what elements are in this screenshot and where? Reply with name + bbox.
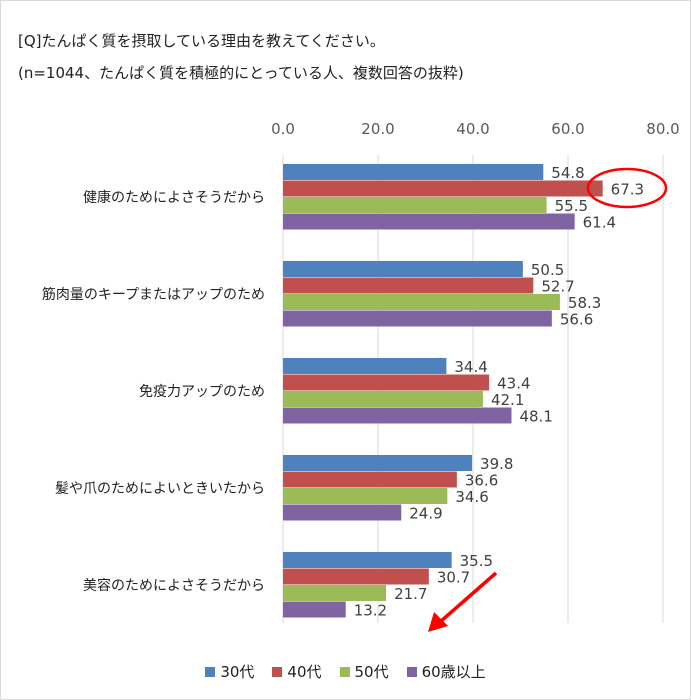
bar-30代 bbox=[283, 552, 452, 568]
bar-50代 bbox=[283, 488, 448, 504]
bar-50代 bbox=[283, 585, 387, 601]
data-label: 54.8 bbox=[551, 164, 584, 182]
data-label: 67.3 bbox=[611, 181, 644, 199]
data-label: 24.9 bbox=[409, 505, 442, 523]
data-label: 30.7 bbox=[437, 569, 470, 587]
legend-label: 50代 bbox=[354, 663, 389, 681]
chart-subtitle: (n=1044、たんぱく質を積極的にとっている人、複数回答の抜粋) bbox=[18, 64, 464, 82]
data-label: 55.5 bbox=[555, 197, 588, 215]
data-label: 34.6 bbox=[455, 488, 488, 506]
data-label: 39.8 bbox=[480, 455, 513, 473]
data-label: 34.4 bbox=[454, 358, 487, 376]
legend-swatch bbox=[339, 666, 350, 677]
legend-item: 30代 bbox=[205, 661, 254, 682]
bar-50代 bbox=[283, 294, 560, 310]
category-label: 健康のためによさそうだから bbox=[83, 189, 265, 206]
category-label: 髪や爪のためによいときいたから bbox=[55, 481, 265, 497]
data-label: 48.1 bbox=[519, 408, 552, 426]
data-label: 56.6 bbox=[560, 311, 593, 329]
bar-30代 bbox=[283, 164, 544, 180]
red-arrow-head bbox=[428, 612, 448, 632]
data-label: 35.5 bbox=[460, 552, 493, 570]
tick-label: 40.0 bbox=[456, 120, 489, 138]
bar-30代 bbox=[283, 261, 523, 277]
bar-30代 bbox=[283, 455, 473, 471]
category-label: 免疫力アップのため bbox=[139, 384, 265, 400]
data-label: 13.2 bbox=[354, 602, 387, 620]
bar-40代 bbox=[283, 180, 603, 197]
legend-swatch bbox=[272, 666, 283, 677]
tick-label: 0.0 bbox=[271, 120, 295, 138]
legend-item: 40代 bbox=[272, 661, 322, 682]
data-label: 36.6 bbox=[465, 472, 498, 490]
tick-label: 60.0 bbox=[551, 120, 584, 138]
bar-40代 bbox=[283, 374, 490, 391]
data-label: 21.7 bbox=[394, 585, 427, 603]
legend-label: 30代 bbox=[220, 663, 255, 681]
chart-title: [Q]たんぱく質を摂取している理由を教えてください。 bbox=[18, 32, 385, 50]
data-label: 50.5 bbox=[531, 261, 564, 279]
bar-50代 bbox=[283, 391, 483, 407]
data-label: 42.1 bbox=[491, 391, 524, 409]
bar-60歳以上 bbox=[283, 310, 552, 327]
legend-swatch bbox=[406, 666, 417, 677]
data-label: 52.7 bbox=[541, 278, 574, 296]
data-label: 58.3 bbox=[568, 294, 601, 312]
highlight-ellipse bbox=[586, 167, 668, 209]
data-label: 43.4 bbox=[497, 375, 530, 393]
red-arrow-shaft bbox=[438, 571, 498, 624]
bar-60歳以上 bbox=[283, 504, 402, 521]
bar-40代 bbox=[283, 277, 534, 294]
tick-label: 20.0 bbox=[361, 120, 394, 138]
tick-label: 80.0 bbox=[646, 120, 679, 138]
bar-50代 bbox=[283, 197, 547, 213]
legend-item: 60歳以上 bbox=[406, 661, 486, 682]
bar-60歳以上 bbox=[283, 407, 512, 424]
bar-30代 bbox=[283, 358, 447, 374]
category-label: 筋肉量のキープまたはアップのため bbox=[42, 286, 265, 303]
bar-40代 bbox=[283, 568, 429, 585]
legend-label: 40代 bbox=[287, 663, 322, 681]
legend-label: 60歳以上 bbox=[421, 663, 486, 681]
bar-60歳以上 bbox=[283, 213, 575, 230]
category-label: 美容のためによさそうだから bbox=[83, 577, 265, 594]
bar-40代 bbox=[283, 471, 457, 488]
bar-60歳以上 bbox=[283, 601, 346, 618]
legend: 30代 40代 50代 60歳以上 bbox=[0, 661, 691, 682]
legend-item: 50代 bbox=[339, 661, 389, 682]
data-label: 61.4 bbox=[583, 214, 616, 232]
legend-swatch bbox=[205, 666, 216, 677]
